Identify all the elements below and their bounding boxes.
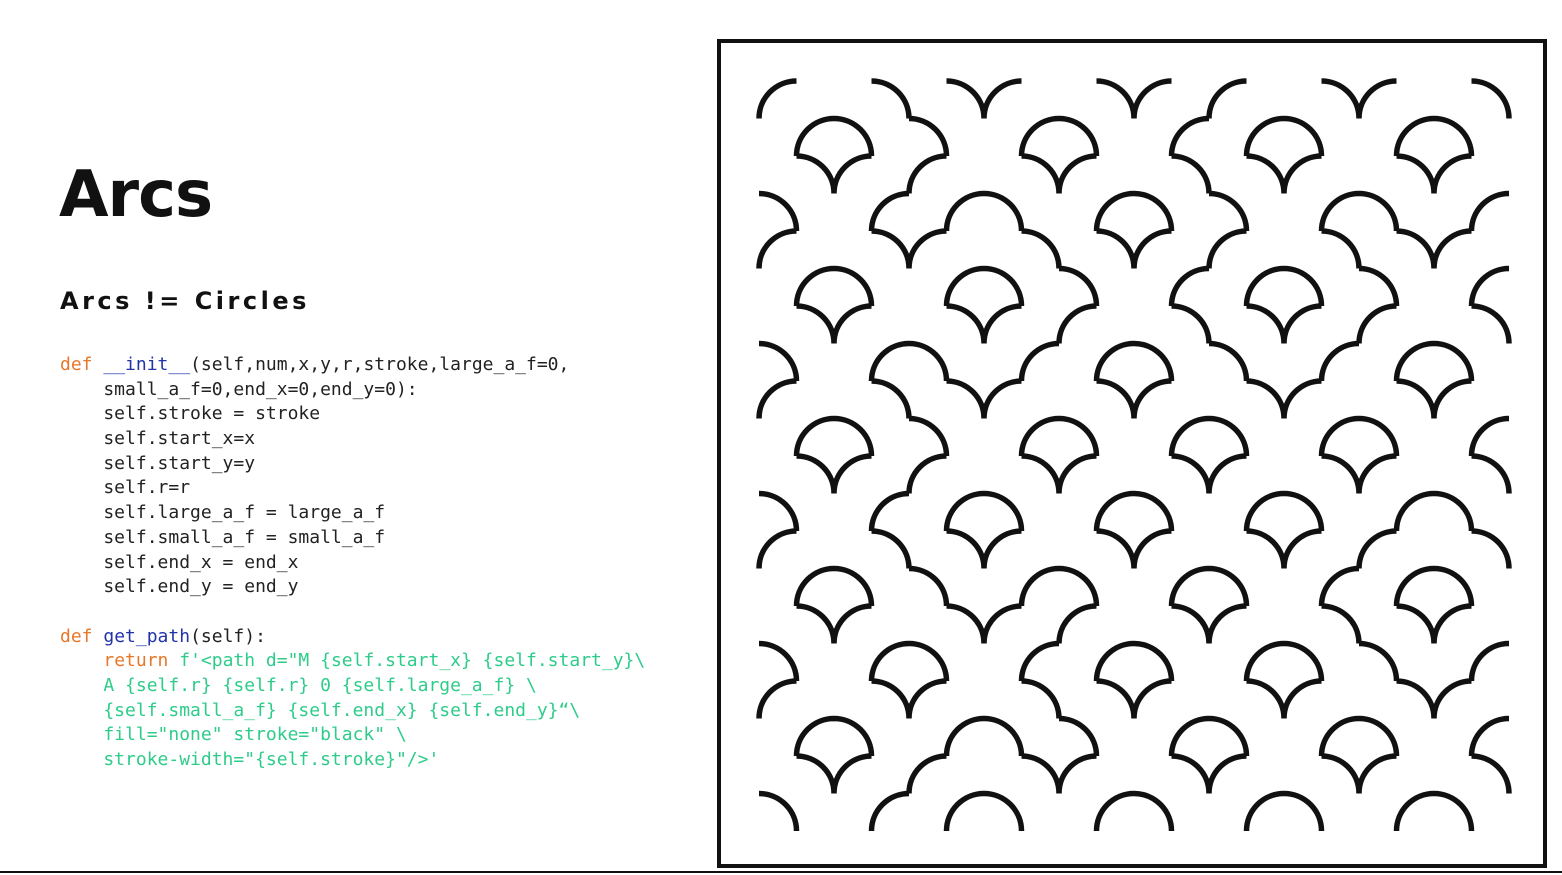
code-line: self.stroke = stroke xyxy=(60,402,645,427)
code-token xyxy=(60,650,103,671)
code-line: small_a_f=0,end_x=0,end_y=0): xyxy=(60,378,645,403)
code-line: self.start_y=y xyxy=(60,452,645,477)
code-line: self.small_a_f = small_a_f xyxy=(60,526,645,551)
code-token: fill="none" stroke="black" \ xyxy=(60,724,407,746)
code-token: def xyxy=(60,625,104,647)
code-token: self.r=r xyxy=(60,477,191,499)
code-line: self.start_x=x xyxy=(60,427,645,452)
code-token: get_path xyxy=(103,625,191,647)
code-token: return xyxy=(103,650,169,672)
code-line: def get_path(self): xyxy=(60,625,645,650)
code-token: (self,num,x,y,r,stroke,large_a_f=0, xyxy=(190,354,570,375)
code-token: (self): xyxy=(190,625,266,647)
code-token: A {self.r} {self.r} 0 {self.large_a_f} \ xyxy=(60,674,537,696)
code-token: small_a_f=0,end_x=0,end_y=0): xyxy=(60,378,418,400)
code-token: __init__ xyxy=(103,354,191,375)
bottom-divider xyxy=(0,871,1562,873)
code-line xyxy=(60,600,645,625)
code-token: self.end_y = end_y xyxy=(60,576,299,598)
code-token: stroke-width="{self.stroke}"/>' xyxy=(60,749,440,770)
truchet-arcs xyxy=(756,78,1512,832)
code-token: self.stroke = stroke xyxy=(60,403,321,425)
code-token: def xyxy=(60,354,104,375)
slide-subtitle: Arcs != Circles xyxy=(60,287,310,315)
code-line: return f'<path d="M {self.start_x} {self… xyxy=(60,649,645,674)
code-token: self.large_a_f = large_a_f xyxy=(60,502,386,524)
truchet-pattern-svg xyxy=(756,78,1512,832)
code-line: self.large_a_f = large_a_f xyxy=(60,501,645,526)
code-line: self.end_x = end_x xyxy=(60,551,645,576)
code-line: def __init__(self,num,x,y,r,stroke,large… xyxy=(60,353,645,378)
code-line: self.r=r xyxy=(60,476,645,501)
code-token: self.start_y=y xyxy=(60,452,256,474)
code-line: stroke-width="{self.stroke}"/>' xyxy=(60,748,645,773)
code-line: fill="none" stroke="black" \ xyxy=(60,723,645,748)
slide-title: Arcs xyxy=(59,158,213,232)
code-line: A {self.r} {self.r} 0 {self.large_a_f} \ xyxy=(60,674,645,699)
code-token: {self.small_a_f} {self.end_x} {self.end_… xyxy=(60,699,581,721)
code-block: def __init__(self,num,x,y,r,stroke,large… xyxy=(60,353,645,773)
code-token: f'<path d="M {self.start_x} {self.start_… xyxy=(168,650,646,672)
code-token: self.start_x=x xyxy=(60,428,256,450)
code-line: self.end_y = end_y xyxy=(60,575,645,600)
code-line: {self.small_a_f} {self.end_x} {self.end_… xyxy=(60,699,645,724)
code-token: self.end_x = end_x xyxy=(60,551,299,573)
truchet-pattern-figure xyxy=(717,39,1547,868)
code-token: self.small_a_f = small_a_f xyxy=(60,526,386,548)
